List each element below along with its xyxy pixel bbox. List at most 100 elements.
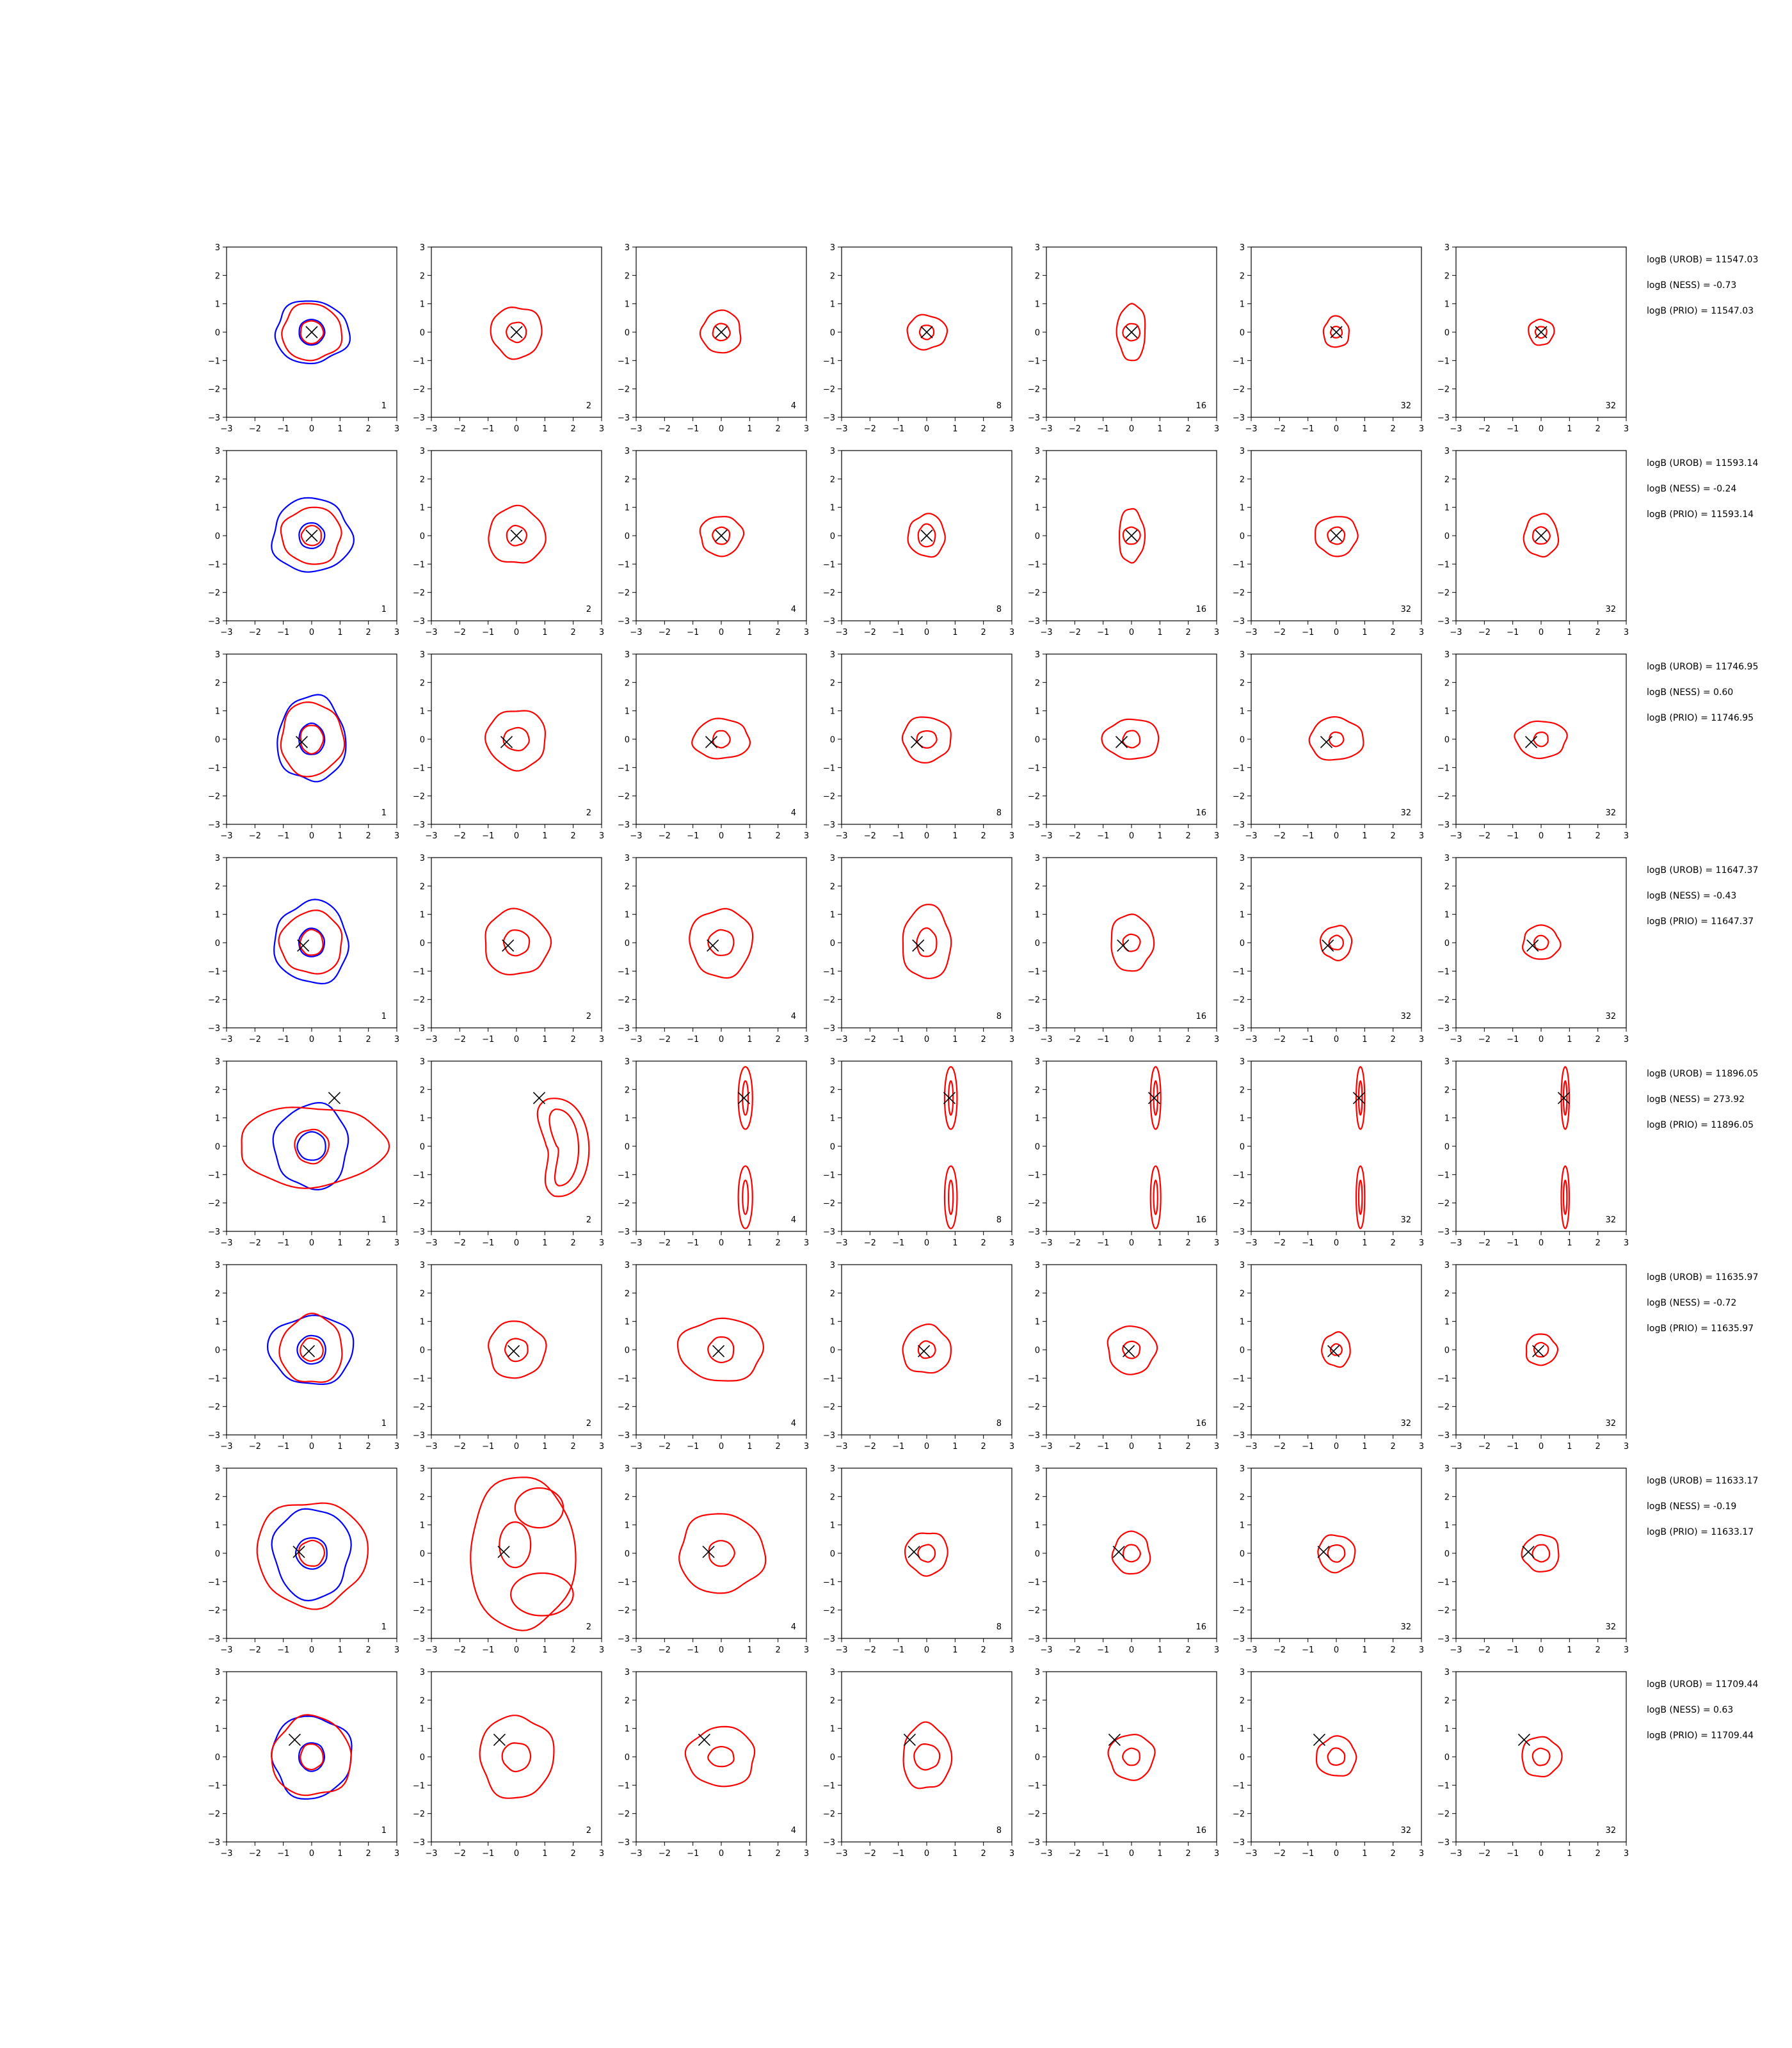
panel-count-label: 2	[586, 401, 591, 411]
x-tick-label: 2	[776, 1238, 781, 1248]
y-tick-label: −1	[208, 1578, 220, 1587]
x-tick-label: 0	[1129, 1238, 1134, 1248]
y-tick-label: 3	[1035, 1261, 1040, 1270]
y-tick-label: −2	[618, 792, 630, 802]
panel-count-label: 32	[1400, 1419, 1411, 1428]
truth-marker	[1522, 1546, 1535, 1558]
x-tick-label: −1	[1507, 1238, 1519, 1248]
y-tick-label: 1	[215, 707, 220, 717]
x-tick-label: 1	[952, 1442, 957, 1452]
y-tick-label: 3	[1444, 447, 1450, 456]
x-tick-label: 1	[747, 628, 752, 637]
x-tick-label: −2	[1069, 628, 1081, 637]
y-tick-label: 1	[625, 707, 630, 717]
panel-count-label: 16	[1196, 1012, 1206, 1021]
y-tick-label: 1	[830, 1318, 835, 1327]
x-tick-label: 1	[337, 424, 342, 434]
x-tick-label: 2	[981, 1442, 986, 1452]
y-tick-label: 0	[830, 1549, 835, 1559]
x-tick-label: −1	[482, 628, 494, 637]
x-tick-label: 0	[924, 424, 929, 434]
x-tick-label: 1	[1567, 1442, 1572, 1452]
y-tick-label: 1	[1444, 1318, 1450, 1327]
y-tick-label: 3	[1035, 447, 1040, 456]
x-tick-label: −3	[630, 1849, 642, 1859]
red-contour	[300, 320, 324, 344]
red-contour	[1327, 1544, 1346, 1563]
y-tick-label: 1	[830, 1725, 835, 1734]
x-tick-label: −1	[892, 1849, 904, 1859]
y-tick-label: −2	[1437, 1810, 1450, 1820]
x-tick-label: 1	[337, 1035, 342, 1044]
x-tick-label: −2	[249, 1645, 261, 1655]
panel-count-label: 4	[791, 1826, 796, 1836]
y-tick-label: −1	[413, 356, 425, 366]
y-tick-label: 3	[215, 1261, 220, 1270]
red-contour	[506, 525, 527, 547]
y-tick-label: −2	[1437, 589, 1450, 598]
axes-frame	[841, 1264, 1012, 1436]
x-tick-label: −1	[892, 1442, 904, 1452]
axes-frame	[1251, 653, 1422, 825]
x-tick-label: 2	[1596, 628, 1601, 637]
logb-annotation: logB (UROB) = 11647.37	[1647, 865, 1758, 876]
red-contour	[1560, 1165, 1570, 1229]
x-tick-label: 0	[1539, 1442, 1544, 1452]
y-tick-label: 2	[215, 1492, 220, 1502]
x-tick-label: 0	[1129, 424, 1134, 434]
y-tick-label: 3	[420, 854, 425, 863]
y-tick-label: 0	[420, 1753, 425, 1763]
x-tick-label: −3	[425, 1442, 437, 1452]
x-tick-label: −1	[482, 1238, 494, 1248]
y-tick-label: −1	[413, 1171, 425, 1180]
panel-count-label: 1	[381, 401, 387, 411]
panel-r1-c1: −3−3 −2 −2 −1 −1 0 0 1 1 2 2 3 3 1	[208, 243, 399, 434]
x-tick-label: 2	[776, 1442, 781, 1452]
x-tick-label: 0	[719, 628, 724, 637]
x-tick-label: −1	[1302, 628, 1314, 637]
x-tick-label: 1	[337, 831, 342, 841]
red-contour	[488, 1320, 547, 1379]
x-tick-label: −1	[1507, 424, 1519, 434]
y-tick-label: −3	[1233, 413, 1245, 423]
y-tick-label: −1	[1233, 560, 1245, 570]
panel-count-label: 1	[381, 1215, 387, 1225]
x-tick-label: 2	[366, 831, 371, 841]
y-tick-label: −1	[1233, 1578, 1245, 1587]
y-tick-label: −2	[1233, 996, 1245, 1005]
truth-marker	[1535, 326, 1548, 339]
y-tick-label: 3	[1240, 650, 1245, 660]
red-contour	[479, 1715, 555, 1799]
row-annotations: logB (UROB) = 11633.17 logB (NESS) = -0.1…	[1647, 1476, 1758, 1537]
red-contour	[280, 701, 346, 778]
x-tick-label: 2	[776, 831, 781, 841]
x-tick-label: 1	[337, 628, 342, 637]
panel-r8-c7: −3−3 −2 −2 −1 −1 0 0 1 1 2 2 3 3 32	[1437, 1668, 1629, 1859]
x-tick-label: −3	[630, 628, 642, 637]
red-contour	[1328, 934, 1344, 950]
red-contour	[948, 1180, 954, 1215]
x-tick-label: −1	[1097, 1645, 1109, 1655]
y-tick-label: 2	[1444, 271, 1450, 281]
y-tick-label: 1	[1444, 707, 1450, 717]
red-contour	[1315, 1735, 1357, 1777]
red-contour	[241, 1107, 390, 1189]
y-tick-label: 3	[1240, 1261, 1245, 1270]
panel-r1-c4: −3−3 −2 −2 −1 −1 0 0 1 1 2 2 3 3 8	[823, 243, 1014, 434]
y-tick-label: 2	[1035, 1492, 1040, 1502]
x-tick-label: −3	[425, 424, 437, 434]
panel-r7-c5: −3−3 −2 −2 −1 −1 0 0 1 1 2 2 3 3 16	[1028, 1464, 1219, 1655]
x-tick-label: −2	[249, 1442, 261, 1452]
y-tick-label: −1	[1028, 967, 1040, 977]
x-tick-label: −2	[249, 1849, 261, 1859]
y-tick-label: 2	[830, 1696, 835, 1706]
x-tick-label: 2	[1186, 628, 1191, 637]
x-tick-label: 2	[571, 831, 576, 841]
red-contour	[902, 1721, 953, 1789]
red-contour	[917, 1340, 936, 1359]
x-tick-label: 0	[514, 1645, 519, 1655]
axes-frame	[1251, 1264, 1422, 1436]
x-tick-label: 2	[571, 1849, 576, 1859]
x-tick-label: 3	[1624, 1442, 1629, 1452]
y-tick-label: 3	[625, 1668, 630, 1677]
